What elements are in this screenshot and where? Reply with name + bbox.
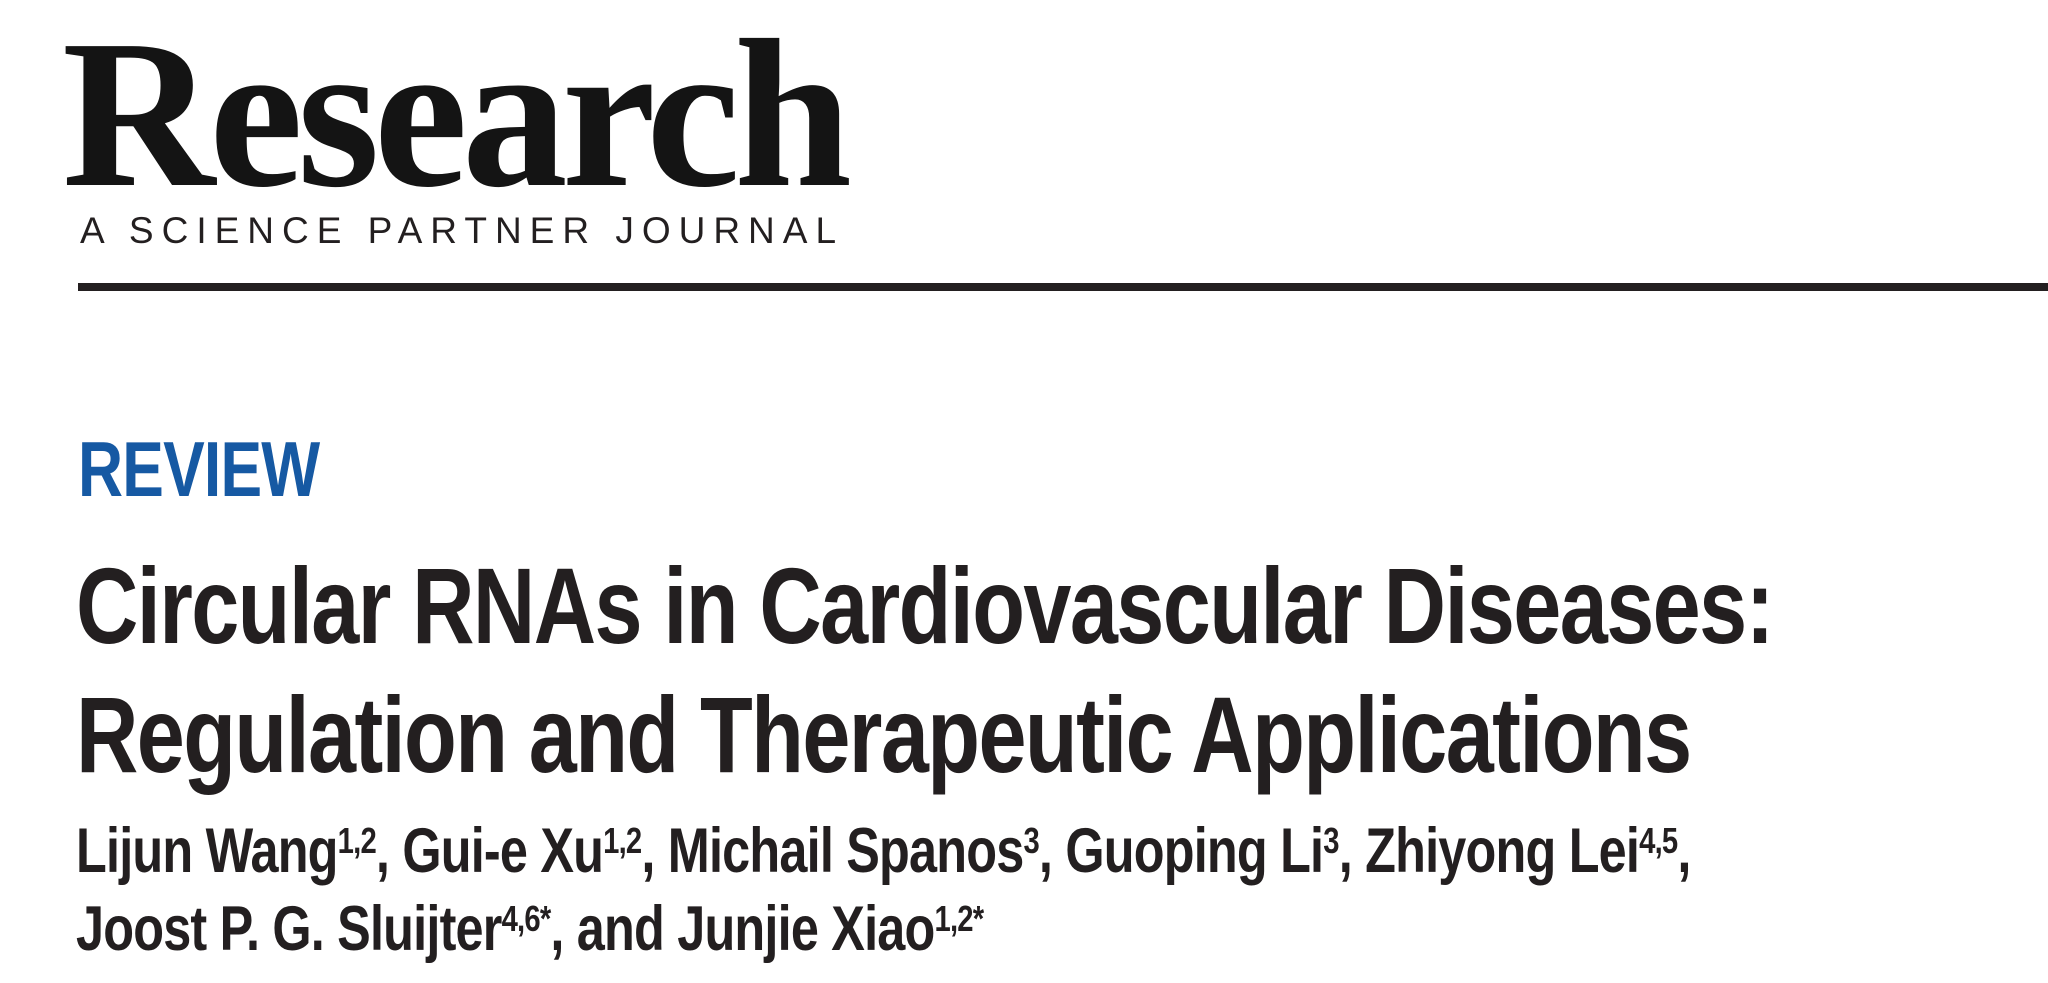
author-name: Lijun Wang [76, 816, 338, 886]
author-line: Lijun Wang1,2, Gui-e Xu1,2, Michail Span… [76, 812, 1691, 890]
author-affiliation-superscript: 4,6* [501, 898, 552, 940]
article-title-line: Circular RNAs in Cardiovascular Diseases… [76, 545, 1774, 666]
author-name: , Michail Spanos [641, 816, 1024, 886]
author-name: , and Junjie Xiao [550, 894, 935, 965]
author-affiliation-superscript: 3 [1323, 820, 1339, 861]
author-line: Joost P. G. Sluijter4,6*, and Junjie Xia… [76, 890, 1691, 968]
author-name: , [1677, 816, 1691, 886]
author-affiliation-superscript: 1,2* [934, 898, 984, 940]
article-title: Circular RNAs in Cardiovascular Diseases… [76, 542, 1774, 799]
author-name: Joost P. G. Sluijter [76, 894, 502, 965]
author-name: , Gui-e Xu [375, 816, 604, 886]
journal-logo: Research [62, 0, 852, 231]
author-affiliation-superscript: 1,2 [603, 820, 642, 861]
author-affiliation-superscript: 4,5 [1639, 820, 1678, 861]
masthead-divider-rule [78, 283, 2048, 291]
author-list: Lijun Wang1,2, Gui-e Xu1,2, Michail Span… [76, 812, 1691, 968]
author-affiliation-superscript: 1,2 [337, 820, 377, 861]
article-title-line: Regulation and Therapeutic Applications [76, 673, 1692, 795]
author-name: , Zhiyong Lei [1338, 816, 1640, 886]
author-name: , Guoping Li [1038, 816, 1324, 886]
journal-tagline: A SCIENCE PARTNER JOURNAL [80, 210, 845, 251]
author-affiliation-superscript: 3 [1023, 820, 1039, 861]
article-type-label: REVIEW [78, 425, 320, 513]
